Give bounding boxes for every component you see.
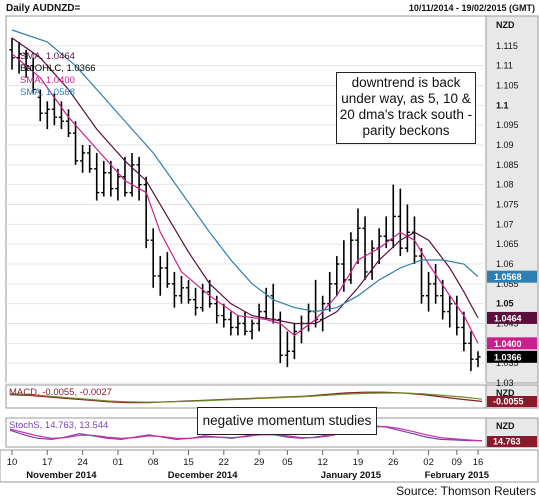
x-tick-label: 19 bbox=[353, 457, 364, 468]
x-tick-label: 02 bbox=[423, 457, 434, 468]
stoch-value-tag-bg bbox=[487, 436, 537, 447]
sma-line-sma-20 bbox=[11, 29, 479, 313]
value-tag-bg bbox=[487, 350, 537, 363]
x-month-label: December 2014 bbox=[168, 470, 238, 481]
x-month-label: November 2014 bbox=[26, 470, 97, 481]
macd-unit-label: NZD bbox=[496, 388, 515, 398]
x-tick-label: 01 bbox=[113, 457, 124, 468]
y-tick-label: 1.05 bbox=[496, 299, 514, 309]
x-tick-label: 24 bbox=[77, 457, 88, 468]
macd-value-tag: -0.0055 bbox=[493, 397, 524, 407]
x-tick-label: 12 bbox=[317, 457, 328, 468]
y-tick-label: 1.105 bbox=[496, 81, 519, 91]
stoch-legend: StochS, 14.763, 13.544 bbox=[9, 420, 108, 431]
value-tag-bg bbox=[487, 311, 537, 324]
chart-title: Daily AUDNZD= bbox=[6, 3, 81, 14]
price-legend-entry: BarOHLC, 1.0366 bbox=[20, 63, 96, 74]
y-tick-label: 1.1 bbox=[496, 100, 509, 110]
macd-legend: MACD, -0.0055, -0.0027 bbox=[9, 387, 112, 398]
y-tick-label: 1.06 bbox=[496, 259, 514, 269]
value-tag-label: 1.0400 bbox=[494, 339, 522, 349]
annotation-downtrend: downtrend is back under way, as 5, 10 & … bbox=[336, 72, 476, 144]
value-tag-label: 1.0366 bbox=[494, 352, 522, 362]
value-tag-label: 1.0568 bbox=[494, 272, 522, 282]
stoch-value-tag: 14.763 bbox=[493, 437, 521, 447]
x-tick-label: 15 bbox=[183, 457, 194, 468]
x-tick-label: 09 bbox=[452, 457, 463, 468]
sma-line-sma-10 bbox=[11, 37, 479, 325]
y-tick-label: 1.03 bbox=[496, 378, 514, 388]
stoch-unit-label: NZD bbox=[496, 421, 515, 431]
x-tick-label: 17 bbox=[42, 457, 53, 468]
stoch-line-d bbox=[9, 425, 483, 442]
x-month-label: January 2015 bbox=[321, 470, 382, 481]
y-tick-label: 1.09 bbox=[496, 140, 514, 150]
x-tick-label: 05 bbox=[282, 457, 293, 468]
x-tick-label: 22 bbox=[219, 457, 230, 468]
value-tag-bg bbox=[487, 270, 537, 283]
header-bg bbox=[0, 0, 539, 15]
date-range: 10/11/2014 - 19/02/2015 (GMT) bbox=[409, 3, 535, 13]
value-tag-label: 1.0464 bbox=[494, 313, 522, 323]
price-legend-entry: SMA, 1.0464 bbox=[20, 51, 75, 62]
y-tick-label: 1.07 bbox=[496, 219, 514, 229]
value-tag-bg bbox=[487, 337, 537, 350]
x-axis-panel bbox=[0, 449, 539, 483]
price-legend-entry: SMA, 1.0568 bbox=[20, 87, 75, 98]
y-tick-label: 1.095 bbox=[496, 120, 519, 130]
y-tick-label: 1.08 bbox=[496, 180, 514, 190]
price-legend-entry: SMA, 1.0400 bbox=[20, 75, 75, 86]
y-tick-label: 1.035 bbox=[496, 358, 519, 368]
y-tick-label: 1.055 bbox=[496, 279, 519, 289]
sma-line-sma-5 bbox=[11, 53, 479, 344]
price-unit-label: NZD bbox=[496, 20, 515, 30]
x-tick-label: 26 bbox=[388, 457, 399, 468]
x-tick-label: 16 bbox=[473, 457, 484, 468]
y-tick-label: 1.085 bbox=[496, 160, 519, 170]
y-tick-label: 1.065 bbox=[496, 239, 519, 249]
annotation-momentum: negative momentum studies bbox=[197, 407, 377, 435]
x-tick-label: 29 bbox=[254, 457, 265, 468]
macd-line-signal bbox=[9, 392, 483, 403]
x-tick-label: 08 bbox=[148, 457, 159, 468]
x-month-label: February 2015 bbox=[425, 470, 490, 481]
y-tick-label: 1.115 bbox=[496, 41, 518, 51]
macd-value-tag-bg bbox=[487, 396, 537, 407]
source-credit: Source: Thomson Reuters bbox=[396, 484, 536, 498]
y-tick-label: 1.075 bbox=[496, 200, 519, 210]
y-tick-label: 1.11 bbox=[496, 61, 513, 71]
x-tick-label: 10 bbox=[7, 457, 18, 468]
